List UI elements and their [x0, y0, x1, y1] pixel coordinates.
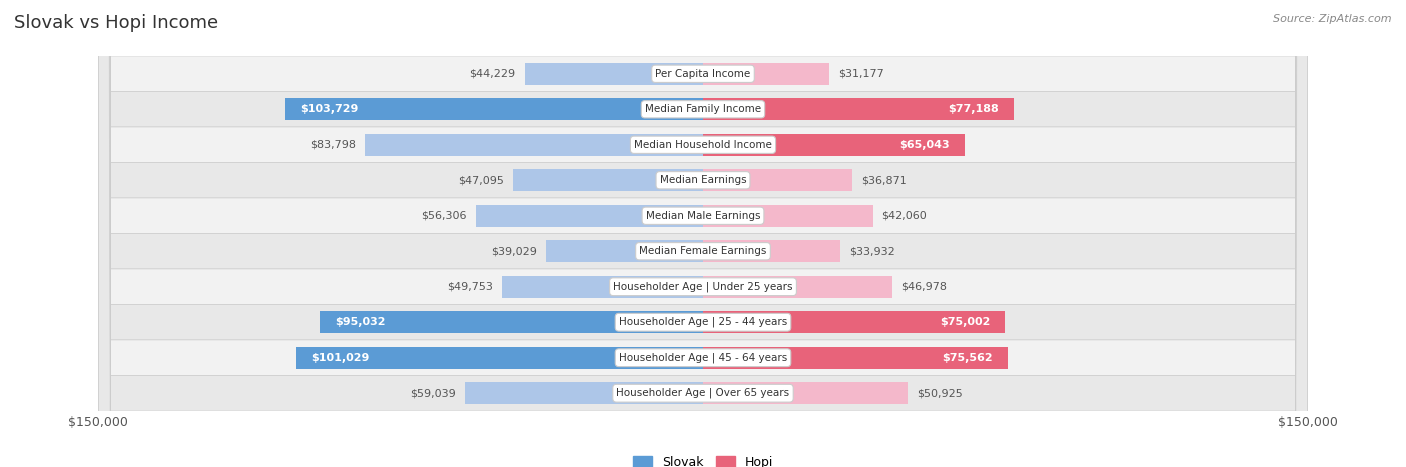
Bar — [465, 382, 703, 404]
Bar — [703, 347, 1008, 369]
Text: $31,177: $31,177 — [838, 69, 883, 79]
FancyBboxPatch shape — [98, 0, 1308, 467]
Text: $83,798: $83,798 — [311, 140, 356, 150]
Text: Median Family Income: Median Family Income — [645, 104, 761, 114]
Text: Median Male Earnings: Median Male Earnings — [645, 211, 761, 221]
FancyBboxPatch shape — [98, 0, 1308, 467]
Text: $33,932: $33,932 — [849, 246, 894, 256]
Text: $103,729: $103,729 — [299, 104, 359, 114]
Legend: Slovak, Hopi: Slovak, Hopi — [633, 456, 773, 467]
Text: $47,095: $47,095 — [458, 175, 505, 185]
Text: Householder Age | Under 25 years: Householder Age | Under 25 years — [613, 282, 793, 292]
Text: Householder Age | 25 - 44 years: Householder Age | 25 - 44 years — [619, 317, 787, 327]
Text: $44,229: $44,229 — [470, 69, 516, 79]
Text: $75,002: $75,002 — [939, 317, 990, 327]
Text: Householder Age | Over 65 years: Householder Age | Over 65 years — [616, 388, 790, 398]
Bar — [703, 169, 852, 191]
Bar — [295, 347, 703, 369]
FancyBboxPatch shape — [98, 0, 1308, 467]
Bar — [703, 276, 893, 298]
Text: $95,032: $95,032 — [335, 317, 385, 327]
Bar — [285, 98, 703, 120]
Bar — [477, 205, 703, 227]
Text: Householder Age | 45 - 64 years: Householder Age | 45 - 64 years — [619, 353, 787, 363]
Text: $75,562: $75,562 — [942, 353, 993, 363]
Bar — [703, 205, 873, 227]
Text: Median Household Income: Median Household Income — [634, 140, 772, 150]
Bar — [703, 63, 828, 85]
FancyBboxPatch shape — [98, 0, 1308, 467]
Text: $42,060: $42,060 — [882, 211, 928, 221]
Bar — [703, 98, 1014, 120]
Text: Per Capita Income: Per Capita Income — [655, 69, 751, 79]
Text: $50,925: $50,925 — [917, 388, 963, 398]
Text: $39,029: $39,029 — [491, 246, 537, 256]
FancyBboxPatch shape — [98, 0, 1308, 467]
Text: Median Female Earnings: Median Female Earnings — [640, 246, 766, 256]
Bar — [546, 240, 703, 262]
Text: $65,043: $65,043 — [900, 140, 950, 150]
Text: $77,188: $77,188 — [948, 104, 1000, 114]
Bar — [703, 382, 908, 404]
Bar — [703, 311, 1005, 333]
Text: $101,029: $101,029 — [311, 353, 370, 363]
Text: Slovak vs Hopi Income: Slovak vs Hopi Income — [14, 14, 218, 32]
Bar — [703, 134, 965, 156]
FancyBboxPatch shape — [98, 0, 1308, 467]
Bar — [703, 240, 839, 262]
Bar — [321, 311, 703, 333]
Bar — [513, 169, 703, 191]
Text: $56,306: $56,306 — [422, 211, 467, 221]
Text: $46,978: $46,978 — [901, 282, 948, 292]
FancyBboxPatch shape — [98, 0, 1308, 467]
Text: $49,753: $49,753 — [447, 282, 494, 292]
Text: Median Earnings: Median Earnings — [659, 175, 747, 185]
Text: $59,039: $59,039 — [411, 388, 456, 398]
FancyBboxPatch shape — [98, 0, 1308, 467]
Bar — [524, 63, 703, 85]
Bar — [502, 276, 703, 298]
Text: Source: ZipAtlas.com: Source: ZipAtlas.com — [1274, 14, 1392, 24]
FancyBboxPatch shape — [98, 0, 1308, 467]
Text: $36,871: $36,871 — [860, 175, 907, 185]
FancyBboxPatch shape — [98, 0, 1308, 467]
Bar — [366, 134, 703, 156]
